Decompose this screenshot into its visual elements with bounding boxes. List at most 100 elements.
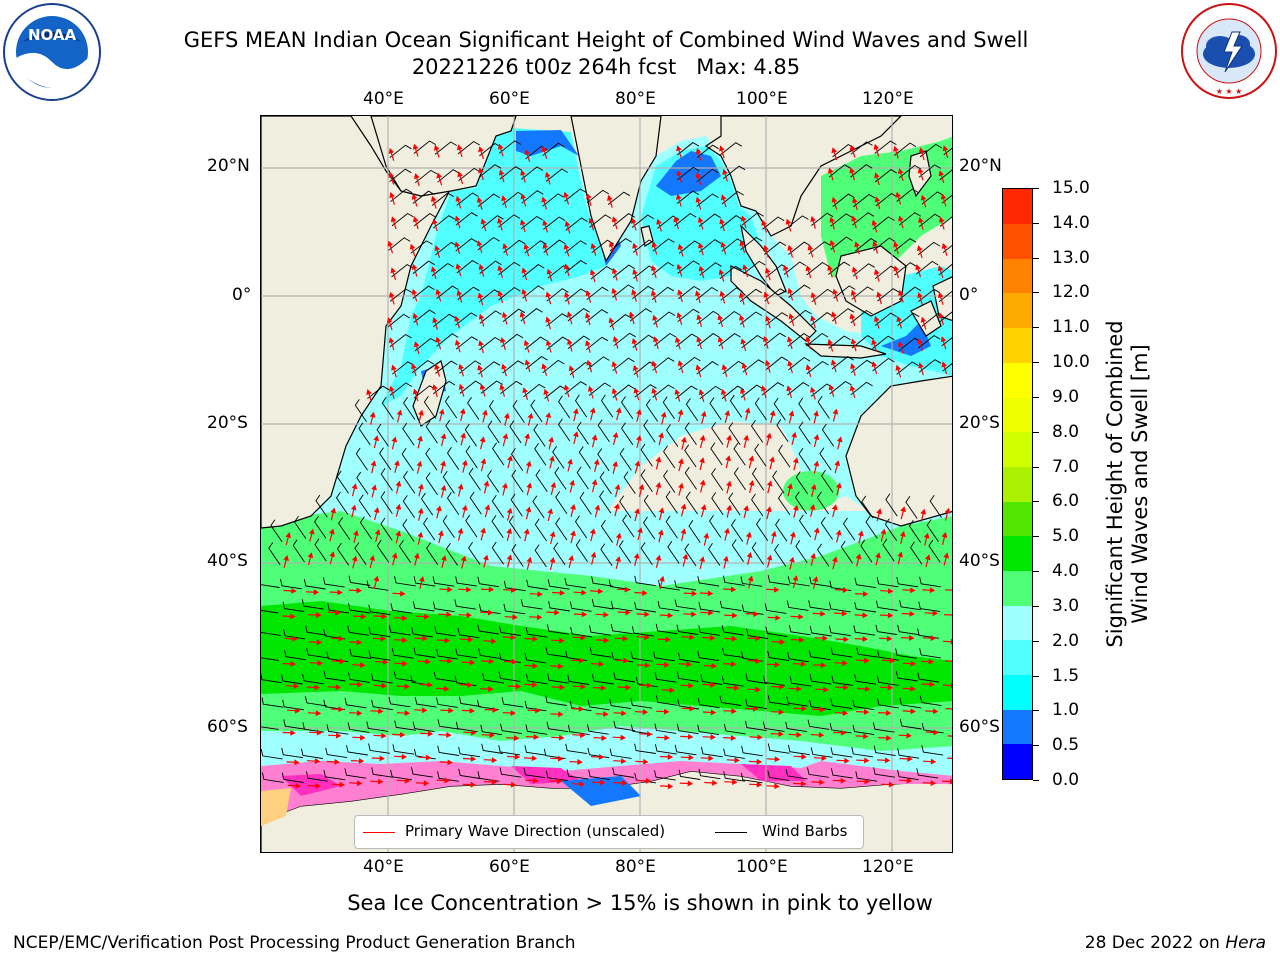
- wind-barb: [774, 543, 787, 567]
- wave-arrow-head: [680, 528, 687, 535]
- wind-barb: [444, 395, 458, 419]
- wave-arrow-head: [748, 480, 755, 487]
- wind-barb: [765, 356, 789, 370]
- wind-barb: [547, 673, 569, 684]
- wave-arrow-head: [525, 506, 532, 513]
- wind-barb: [942, 244, 952, 254]
- wave-arrow-head: [871, 361, 878, 368]
- wind-barb: [348, 575, 371, 586]
- wave-arrow-head: [461, 504, 468, 511]
- wave-arrow-head: [764, 267, 771, 274]
- wave-arrow-head: [938, 170, 945, 177]
- wind-barb: [492, 442, 505, 466]
- wave-arrow-head: [371, 484, 377, 491]
- wave-arrow-head: [792, 504, 799, 511]
- wave-arrow-head: [873, 143, 880, 150]
- wave-arrow-head: [532, 662, 538, 669]
- wave-arrow-head: [832, 556, 838, 563]
- wind-barb: [458, 696, 481, 707]
- wind-barb: [564, 578, 587, 589]
- wind-barb: [786, 215, 809, 229]
- wave-arrow-head: [843, 636, 849, 643]
- wind-barb: [555, 491, 568, 515]
- wave-arrow-head: [676, 263, 683, 270]
- wave-arrow-head: [586, 193, 592, 200]
- wind-barb: [523, 767, 546, 779]
- wind-barb: [392, 744, 415, 755]
- wave-arrow-head: [502, 243, 508, 250]
- wind-barb: [754, 443, 767, 467]
- wave-arrow-head: [689, 705, 695, 712]
- wind-barb: [446, 447, 460, 470]
- wave-arrow-head: [557, 778, 563, 785]
- wave-arrow-head: [763, 291, 770, 298]
- wind-barb: [433, 380, 456, 395]
- wind-barb: [458, 167, 481, 182]
- wind-barb: [376, 539, 390, 563]
- wind-barb: [676, 671, 699, 682]
- wind-barb: [655, 695, 678, 706]
- colorbar-tick-label: 0.5: [1052, 735, 1080, 756]
- wind-barb: [367, 385, 390, 400]
- wave-arrow-head: [719, 290, 726, 297]
- wave-arrow-head: [598, 754, 605, 760]
- wind-barb: [411, 767, 433, 778]
- wind-barb: [678, 240, 701, 254]
- wave-arrow-head: [603, 611, 609, 618]
- lat-tick-right: 20°S: [959, 413, 1000, 433]
- wind-barb: [684, 422, 697, 446]
- wind-barb: [338, 517, 351, 541]
- wave-arrow-head: [549, 556, 556, 563]
- wave-arrow-head: [337, 589, 343, 596]
- wind-barb: [894, 238, 917, 252]
- wind-barb: [885, 493, 898, 517]
- colorbar: [1002, 188, 1033, 780]
- wind-barb: [929, 495, 942, 518]
- wave-arrow-head: [775, 614, 781, 621]
- wind-barb: [677, 166, 700, 181]
- wave-arrow-head: [665, 636, 671, 643]
- wave-arrow-head: [559, 637, 565, 644]
- wind-barb: [368, 604, 391, 616]
- wave-arrow-head: [864, 657, 870, 664]
- wave-arrow-head: [417, 531, 424, 538]
- wind-barb: [368, 743, 390, 754]
- wind-barb: [665, 515, 678, 539]
- wave-arrow-head: [676, 170, 682, 177]
- wind-barb: [431, 262, 454, 277]
- wave-arrow-head: [520, 219, 526, 226]
- wind-barb: [767, 695, 790, 706]
- wave-arrow-head: [863, 733, 869, 740]
- wind-barb: [938, 290, 952, 303]
- wind-barb: [304, 695, 327, 707]
- colorbar-segment: [1003, 466, 1032, 502]
- wave-arrow-head: [734, 757, 740, 764]
- wind-barb: [521, 190, 544, 204]
- wave-arrow-head: [433, 144, 440, 151]
- wave-arrow-head: [874, 172, 880, 179]
- wave-arrow-head: [731, 708, 737, 715]
- wind-barb: [874, 140, 897, 154]
- wind-barb: [789, 309, 812, 324]
- lon-tick-bottom: 40°E: [363, 857, 404, 877]
- wave-arrow-head: [411, 363, 417, 370]
- wave-arrow-head: [835, 482, 842, 489]
- wave-arrow-head: [700, 504, 707, 511]
- wave-arrow-head: [570, 504, 576, 510]
- wind-barb: [740, 576, 763, 587]
- wave-arrow-head: [755, 686, 761, 693]
- wave-arrow-head: [906, 777, 913, 784]
- wave-arrow-head: [763, 244, 769, 251]
- wind-barb: [442, 470, 455, 494]
- wave-arrow-head: [742, 264, 749, 271]
- wave-arrow-head: [887, 684, 894, 691]
- wave-arrow-head: [545, 316, 551, 323]
- wave-arrow-head: [356, 639, 363, 646]
- wind-barb: [413, 213, 437, 227]
- wave-arrow-head: [813, 527, 820, 534]
- wave-arrow-head: [871, 219, 878, 226]
- wave-arrow-head: [283, 554, 289, 561]
- wind-barb: [917, 672, 940, 683]
- wind-barb: [591, 599, 614, 610]
- wave-arrow-head: [614, 484, 621, 490]
